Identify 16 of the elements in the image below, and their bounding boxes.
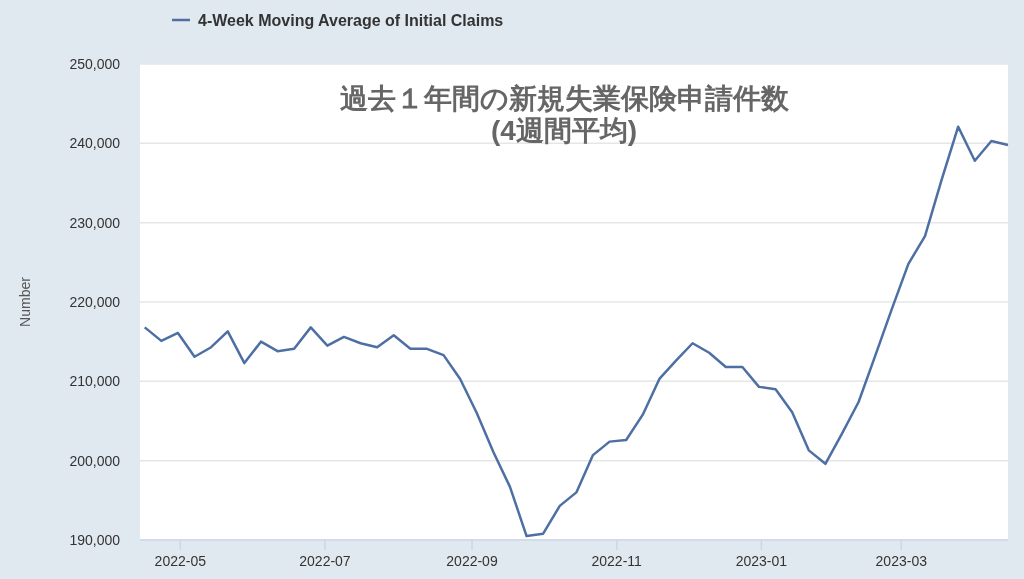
- x-tick-label: 2022-11: [591, 553, 643, 569]
- y-tick-label: 210,000: [69, 373, 121, 390]
- y-tick-label: 190,000: [69, 532, 121, 548]
- x-tick-label: 2022-09: [446, 553, 498, 569]
- y-tick-label: 240,000: [69, 135, 121, 152]
- x-tick-label: 2022-07: [299, 553, 351, 569]
- legend-label: 4-Week Moving Average of Initial Claims: [198, 12, 504, 29]
- y-tick-label: 200,000: [69, 452, 121, 469]
- y-axis-title: Number: [17, 276, 33, 327]
- x-tick-label: 2023-03: [875, 553, 928, 569]
- y-tick-label: 250,000: [69, 56, 121, 72]
- y-tick-label: 230,000: [69, 214, 121, 231]
- x-tick-label: 2023-01: [735, 553, 788, 569]
- y-tick-label: 220,000: [69, 294, 121, 310]
- x-tick-label: 2022-05: [154, 553, 207, 569]
- text: 過去１年間の新規失業保険申請件数 (4週間平均): [339, 83, 790, 146]
